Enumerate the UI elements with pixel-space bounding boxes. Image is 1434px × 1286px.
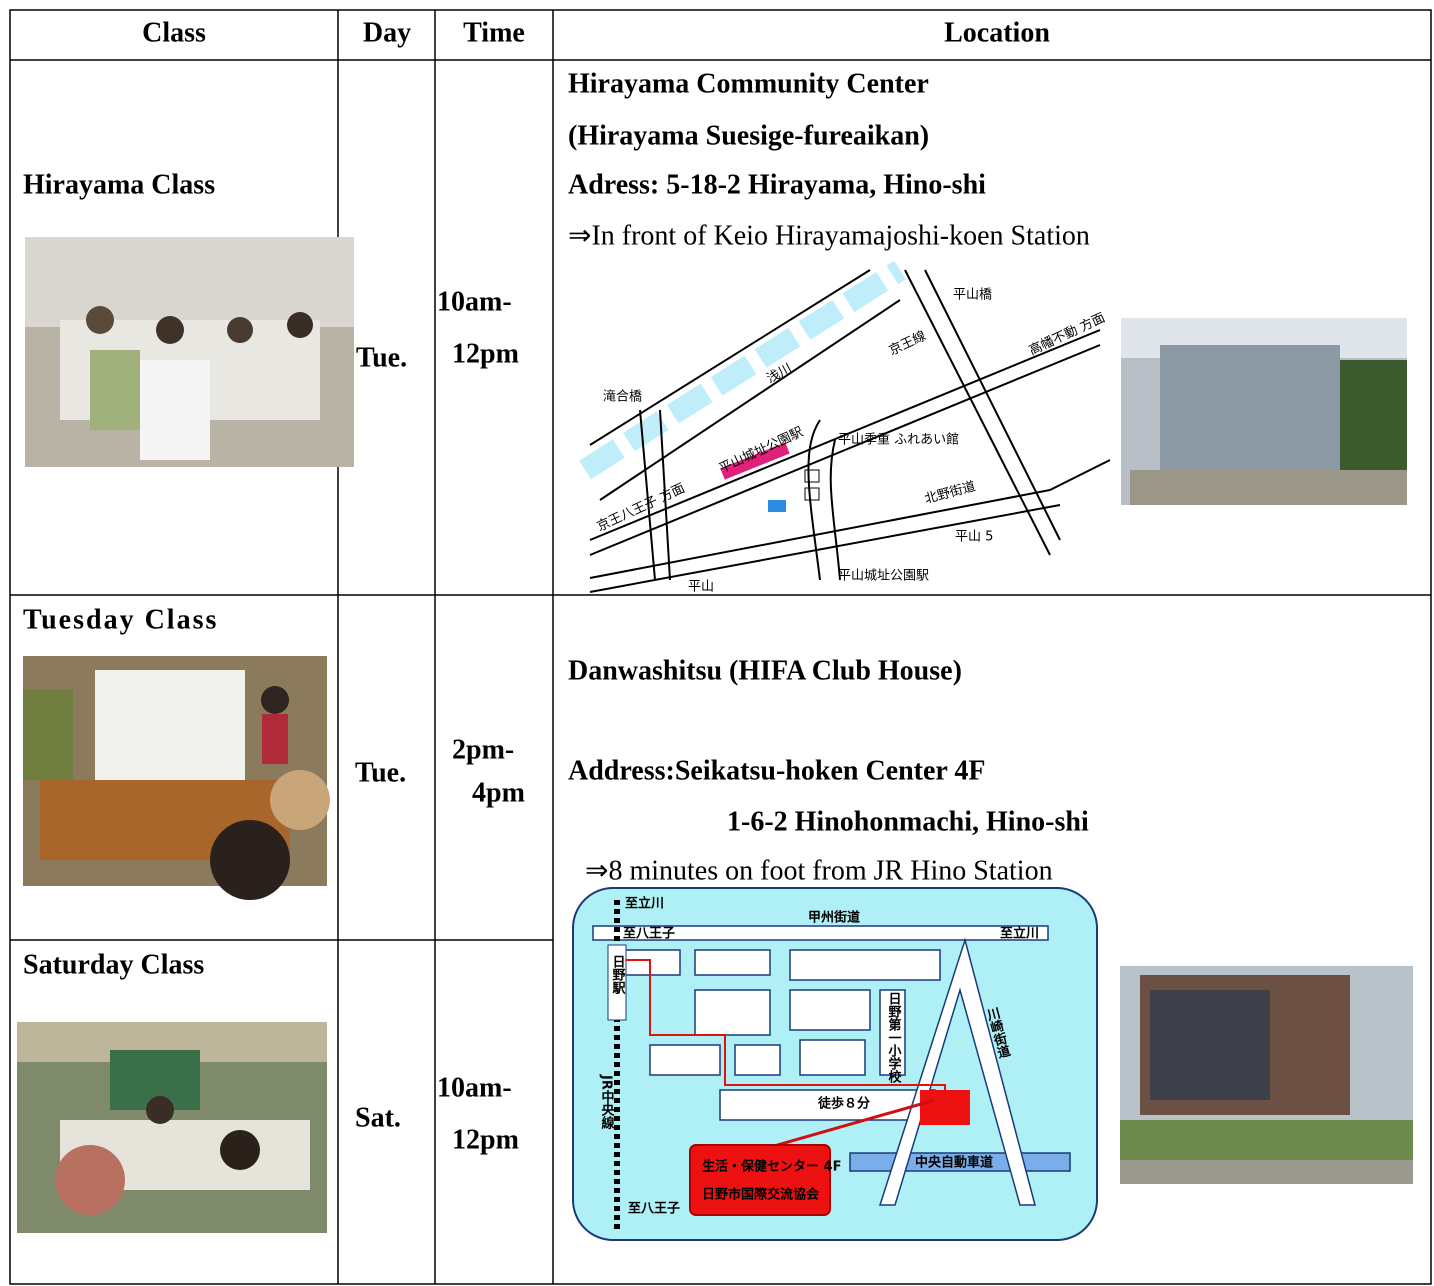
time: 10am- <box>437 1072 512 1103</box>
location-line: Danwashitsu (HIFA Club House) <box>568 655 962 686</box>
photo <box>25 237 354 467</box>
map-label: 高幡不動 方面 <box>1026 310 1107 359</box>
map-label: 甲州街道 <box>808 910 860 926</box>
location-line: (Hirayama Suesige-fureaikan) <box>568 120 929 151</box>
map-label: 日野第一小学校 <box>886 992 902 1084</box>
column-header: Time <box>463 17 525 48</box>
map-label: 至八王子 <box>628 1202 680 1217</box>
map-label: 至八王子 <box>623 927 675 942</box>
photo <box>1120 966 1413 1184</box>
time: 10am- <box>437 286 512 317</box>
location-line: ⇒8 minutes on foot from JR Hino Station <box>585 855 1053 886</box>
location-line: 1-6-2 Hinohonmachi, Hino-shi <box>727 806 1089 837</box>
map-label: 生活・保健センター 4F <box>702 1159 841 1175</box>
map-label: 平山 <box>688 580 714 595</box>
map-label: 日野市国際交流協会 <box>702 1187 820 1203</box>
time: 12pm <box>452 338 519 369</box>
location-line: ⇒In front of Keio Hirayamajoshi-koen Sta… <box>568 220 1090 251</box>
map-label: 平山城址公園駅 <box>838 569 929 584</box>
time: 4pm <box>472 777 525 808</box>
map <box>579 260 1111 593</box>
time: 12pm <box>452 1124 519 1155</box>
table-borders <box>9 9 1432 1285</box>
column-header: Location <box>944 17 1050 48</box>
map-label: 京王八王子 方面 <box>594 480 687 535</box>
day: Tue. <box>355 757 406 788</box>
map-label: 至立川 <box>625 896 664 912</box>
photo <box>17 1022 327 1233</box>
column-header: Day <box>363 17 411 48</box>
location-line: Hirayama Community Center <box>568 68 929 99</box>
map-label: 京王線 <box>886 328 928 359</box>
time: 2pm- <box>452 734 514 765</box>
map-label: 平山季重 ふれあい館 <box>838 432 959 448</box>
map-label: 滝合橋 <box>603 390 642 405</box>
map-label: 平山 5 <box>955 530 993 545</box>
column-header: Class <box>142 17 206 48</box>
class-name: Tuesday Class <box>23 604 218 635</box>
table-outline <box>9 9 1432 1285</box>
day: Tue. <box>356 342 407 373</box>
map-label: 中央自動車道 <box>915 1155 993 1171</box>
day: Sat. <box>355 1102 401 1133</box>
map-label: 北野街道 <box>923 479 977 507</box>
map-label: JR中央線 <box>599 1074 615 1130</box>
class-name: Saturday Class <box>23 949 204 980</box>
map-label: 平山橋 <box>953 288 992 303</box>
map-label: 日野駅 <box>610 955 627 995</box>
map <box>572 887 1098 1241</box>
class-name: Hirayama Class <box>23 169 215 200</box>
location-line: Address:Seikatsu-hoken Center 4F <box>568 755 985 786</box>
map-label: 至立川 <box>1000 926 1039 942</box>
location-line: Adress: 5-18-2 Hirayama, Hino-shi <box>568 169 986 200</box>
photo <box>23 656 330 900</box>
map-label: 徒歩８分 <box>817 1096 870 1112</box>
photo <box>1121 318 1407 505</box>
